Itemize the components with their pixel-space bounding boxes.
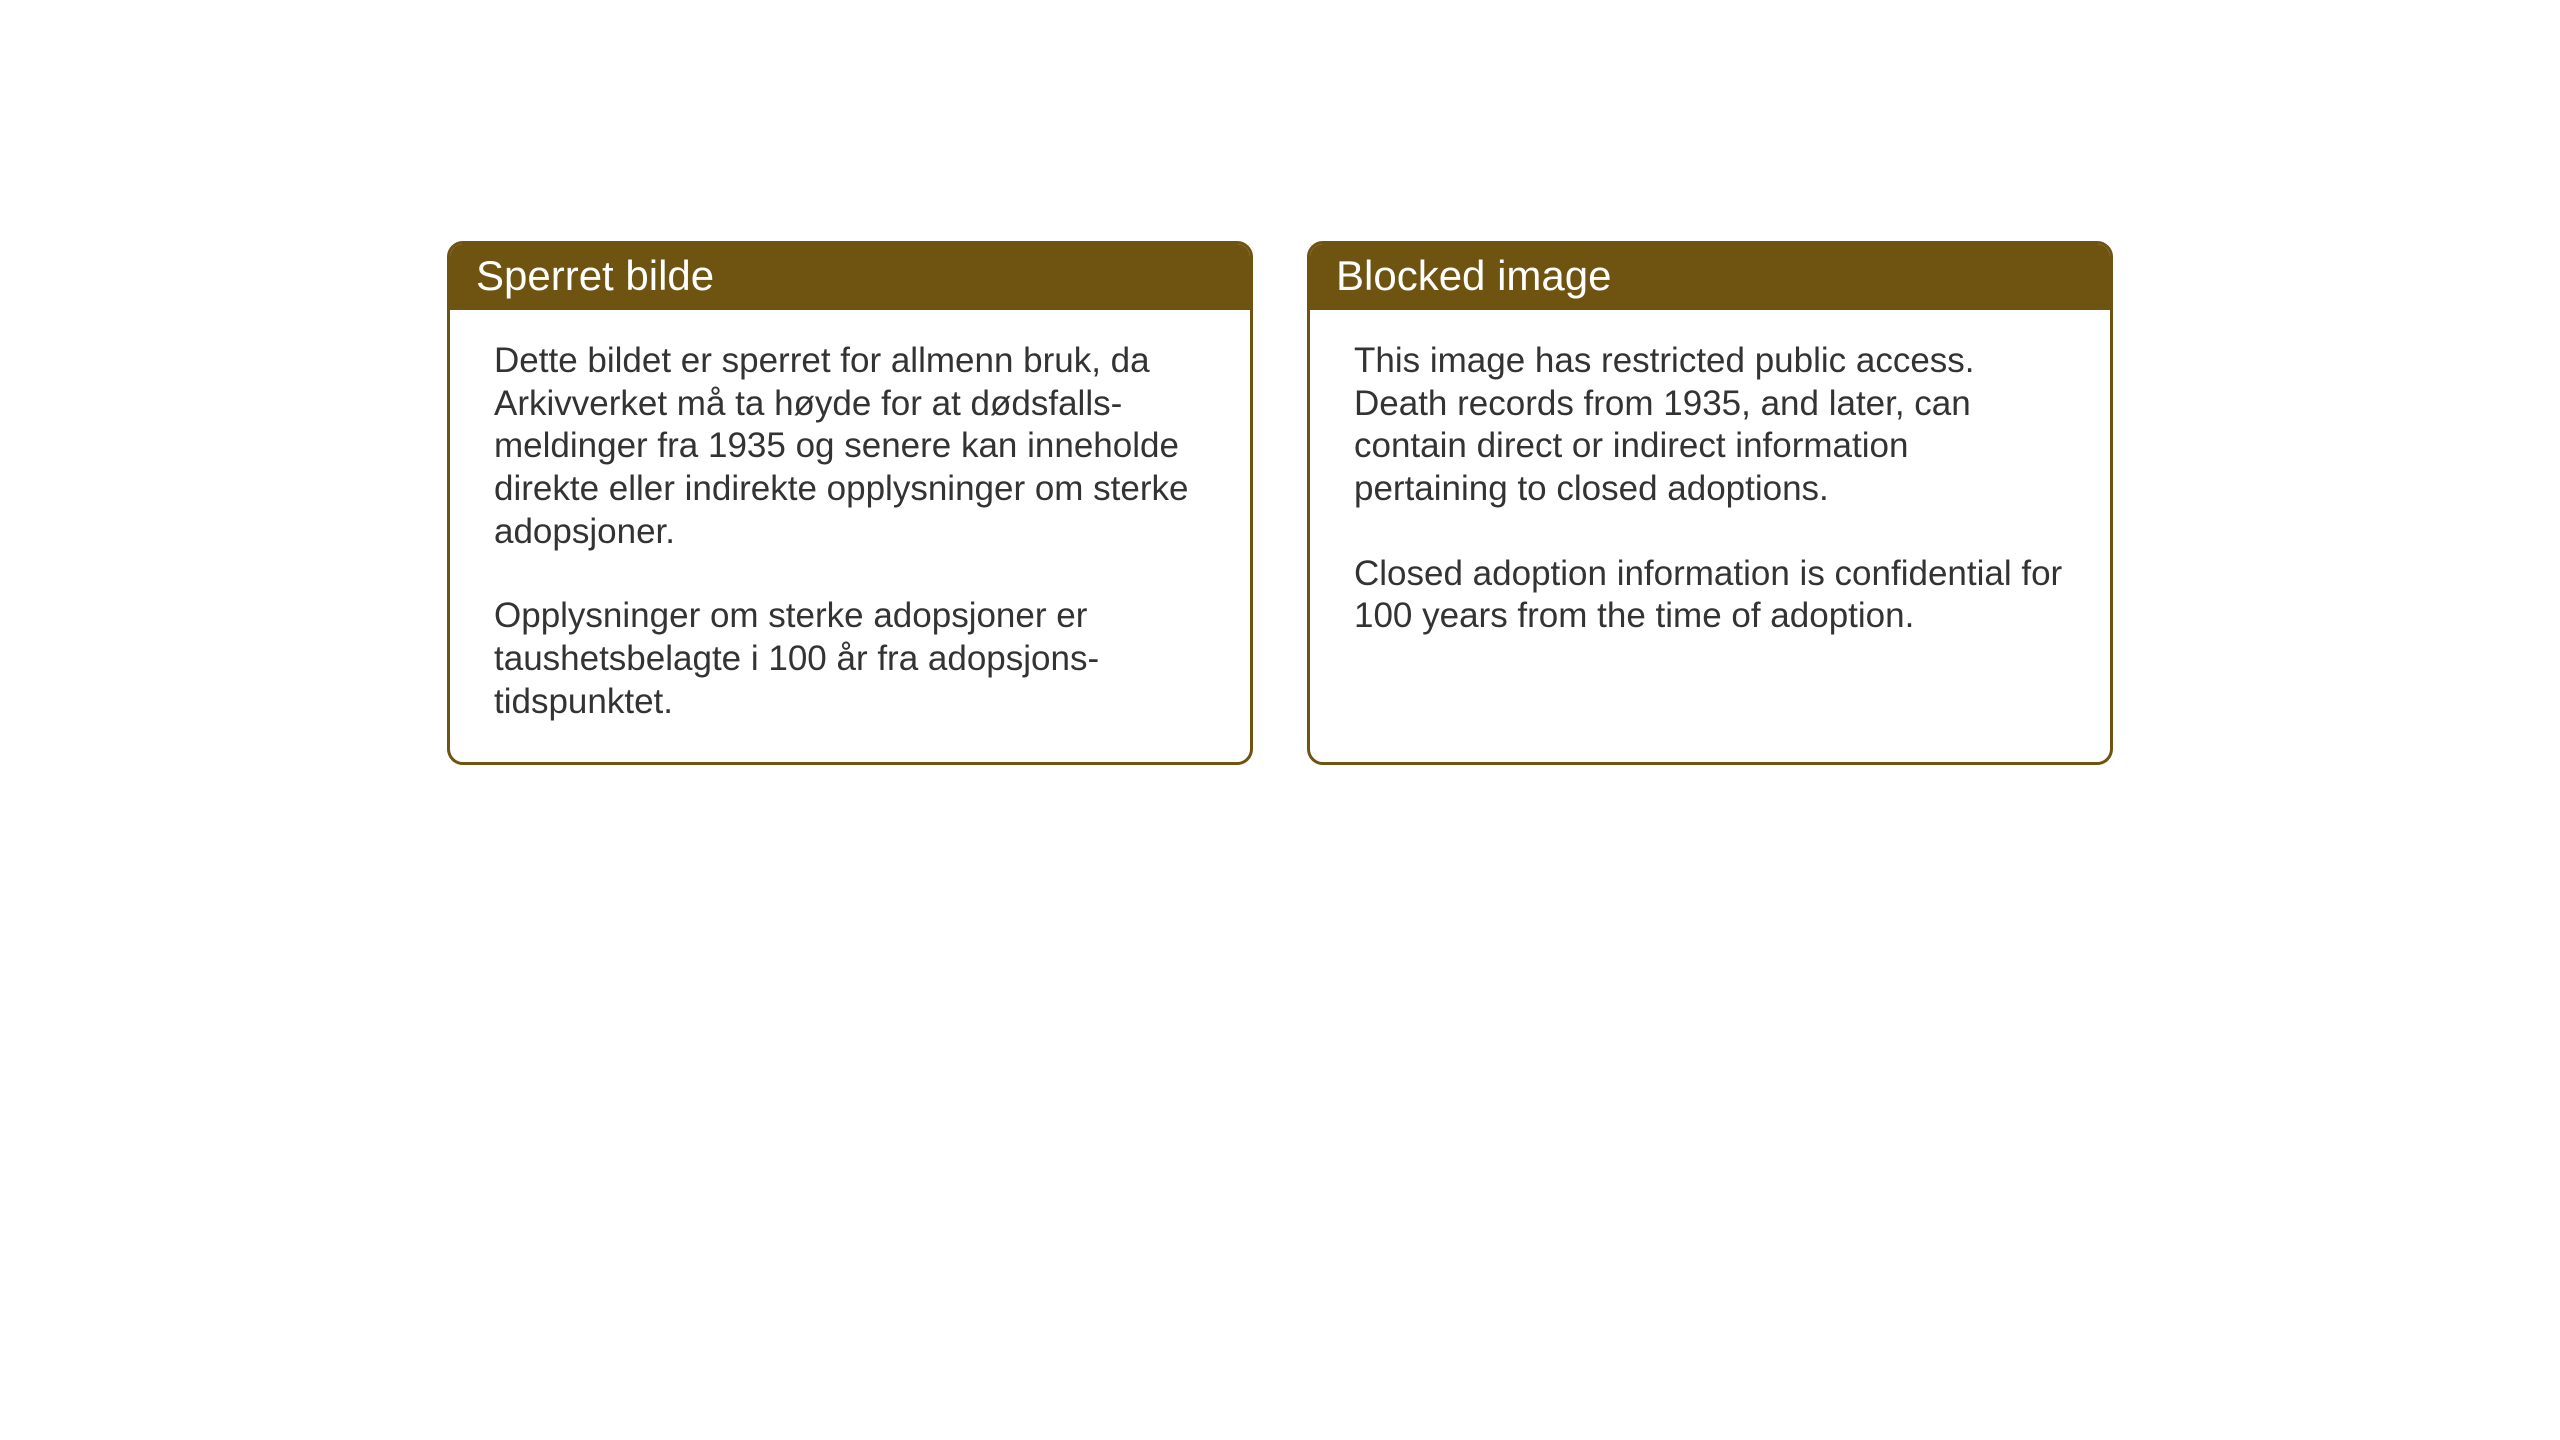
card-title: Sperret bilde bbox=[476, 252, 714, 299]
blocked-image-card-norwegian: Sperret bilde Dette bildet er sperret fo… bbox=[447, 241, 1253, 765]
card-body-english: This image has restricted public access.… bbox=[1310, 310, 2110, 754]
cards-container: Sperret bilde Dette bildet er sperret fo… bbox=[447, 241, 2113, 765]
blocked-image-card-english: Blocked image This image has restricted … bbox=[1307, 241, 2113, 765]
card-title: Blocked image bbox=[1336, 252, 1611, 299]
paragraph-2: Closed adoption information is confident… bbox=[1354, 553, 2066, 638]
card-body-norwegian: Dette bildet er sperret for allmenn bruk… bbox=[450, 310, 1250, 762]
paragraph-1: This image has restricted public access.… bbox=[1354, 340, 2066, 511]
card-header-norwegian: Sperret bilde bbox=[450, 244, 1250, 310]
card-header-english: Blocked image bbox=[1310, 244, 2110, 310]
paragraph-2: Opplysninger om sterke adopsjoner er tau… bbox=[494, 595, 1206, 723]
paragraph-1: Dette bildet er sperret for allmenn bruk… bbox=[494, 340, 1206, 553]
